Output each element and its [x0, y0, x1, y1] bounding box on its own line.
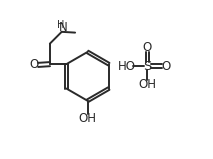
Text: H: H — [57, 20, 65, 30]
Text: O: O — [161, 60, 170, 73]
Text: OH: OH — [79, 112, 96, 125]
Text: O: O — [143, 41, 152, 55]
Text: N: N — [59, 21, 67, 34]
Text: HO: HO — [118, 60, 136, 73]
Text: O: O — [29, 58, 38, 71]
Text: OH: OH — [138, 78, 157, 91]
Text: S: S — [143, 60, 152, 73]
